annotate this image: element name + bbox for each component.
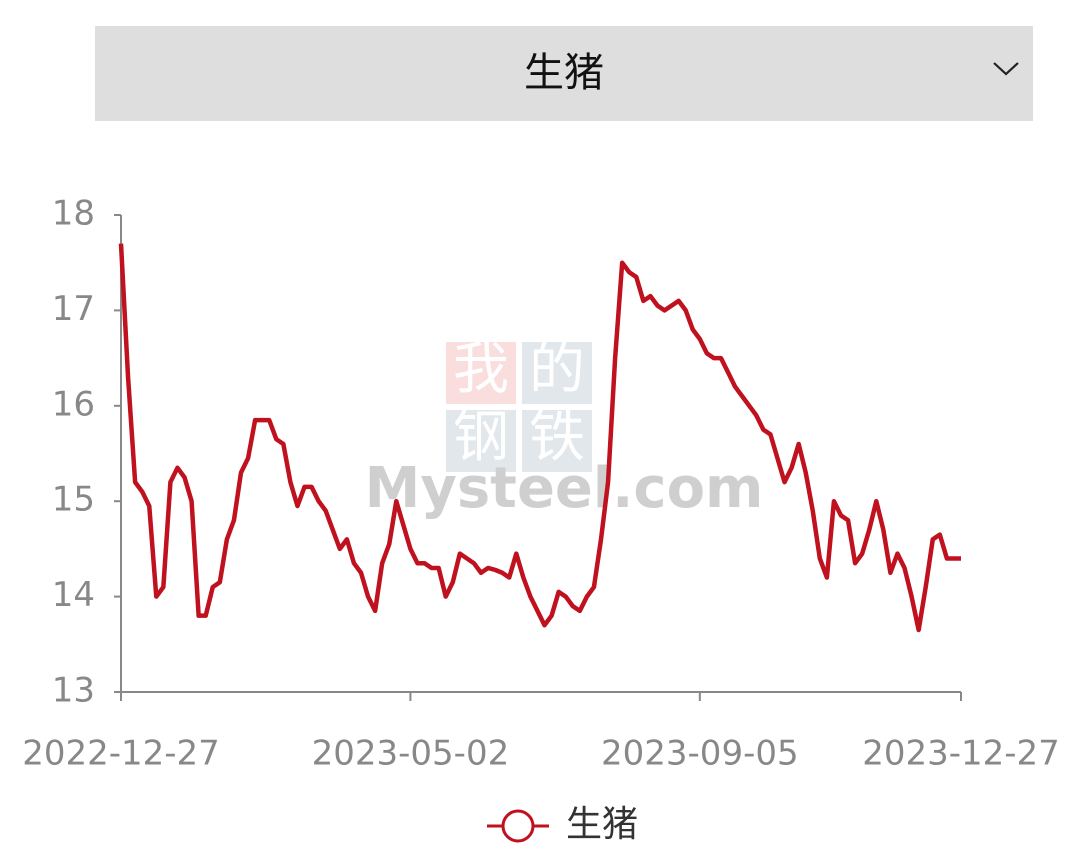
watermark-char: 的 (529, 337, 585, 402)
x-tick-label: 2023-09-05 (601, 734, 799, 774)
y-tick-label: 17 (52, 289, 95, 329)
series-line (118, 243, 961, 633)
legend-marker (501, 809, 535, 843)
watermark-tile (522, 342, 592, 404)
dropdown-label: 生猪 (524, 50, 604, 96)
y-tick-label: 13 (52, 671, 95, 711)
y-tick-label: 14 (52, 575, 95, 615)
legend-label: 生猪 (566, 804, 638, 845)
watermark-char: 钢 (453, 405, 509, 470)
y-tick-label: 16 (52, 384, 95, 424)
x-tick-label: 2023-12-27 (862, 734, 1060, 774)
x-tick-label: 2023-05-02 (312, 734, 510, 774)
y-tick-label: 18 (52, 194, 95, 234)
watermark-tile (446, 410, 516, 472)
watermark: 我的钢 铁Mysteel.com (365, 337, 764, 521)
watermark-tile (446, 342, 516, 404)
x-tick-label: 2022-12-27 (22, 734, 220, 774)
watermark-tile (522, 410, 592, 472)
y-tick-label: 15 (52, 480, 95, 520)
chevron-icon (993, 62, 1019, 76)
dropdown[interactable]: 生猪 (95, 26, 1033, 121)
watermark-text: Mysteel.com (365, 456, 764, 521)
watermark-char: 铁 (529, 405, 585, 470)
watermark-char: 我 (453, 337, 509, 402)
